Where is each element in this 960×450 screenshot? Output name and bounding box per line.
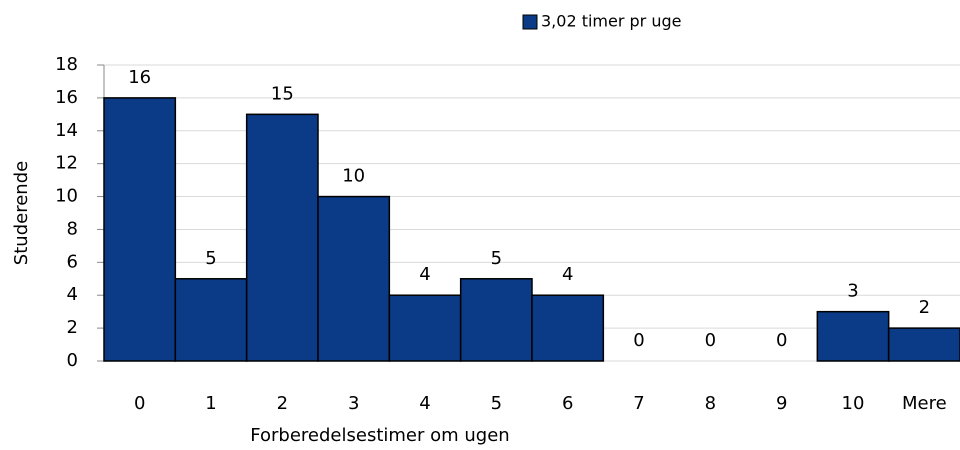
- data-label: 16: [128, 67, 151, 88]
- bar: [317, 195, 391, 362]
- bar: [245, 113, 319, 362]
- bar: [459, 278, 533, 362]
- x-tick-label: 10: [842, 393, 865, 414]
- y-tick-label: 12: [55, 153, 78, 174]
- data-label: 4: [419, 264, 430, 285]
- x-tick-label: 6: [562, 393, 573, 414]
- x-tick-label: 2: [277, 393, 288, 414]
- data-label: 0: [776, 330, 787, 351]
- y-tick-label: 18: [55, 54, 78, 75]
- data-label: 0: [705, 330, 716, 351]
- x-axis-label: Forberedelsestimer om ugen: [250, 425, 509, 446]
- data-label: 2: [919, 297, 930, 318]
- y-tick-label: 4: [67, 284, 78, 305]
- x-tick-label: 8: [705, 393, 716, 414]
- x-tick-label: 0: [134, 393, 145, 414]
- y-tick-label: 14: [55, 120, 78, 141]
- x-tick-label: 1: [205, 393, 216, 414]
- x-tick-label: 7: [633, 393, 644, 414]
- y-tick-label: 8: [67, 218, 78, 239]
- data-label: 10: [342, 166, 365, 187]
- x-tick-label: Mere: [902, 393, 947, 414]
- y-tick-label: 6: [67, 251, 78, 272]
- legend-swatch: [522, 14, 538, 30]
- y-tick-label: 10: [55, 186, 78, 207]
- bar: [816, 310, 890, 362]
- y-tick-label: 16: [55, 87, 78, 108]
- data-label: 4: [562, 264, 573, 285]
- data-label: 15: [271, 83, 294, 104]
- x-tick-label: 3: [348, 393, 359, 414]
- x-tick-label: 4: [419, 393, 430, 414]
- data-label: 5: [491, 248, 502, 269]
- data-label: 3: [847, 281, 858, 302]
- y-tick-label: 2: [67, 317, 78, 338]
- bar: [103, 97, 177, 362]
- data-label: 0: [633, 330, 644, 351]
- x-tick-label: 9: [776, 393, 787, 414]
- bar: [887, 327, 960, 362]
- bar: [531, 294, 605, 362]
- y-tick-label: 0: [67, 350, 78, 371]
- bar: [174, 278, 248, 362]
- bar: [388, 294, 462, 362]
- y-axis-label: Studerende: [11, 161, 32, 265]
- data-label: 5: [205, 248, 216, 269]
- x-tick-label: 5: [491, 393, 502, 414]
- legend-label: 3,02 timer pr uge: [541, 12, 681, 31]
